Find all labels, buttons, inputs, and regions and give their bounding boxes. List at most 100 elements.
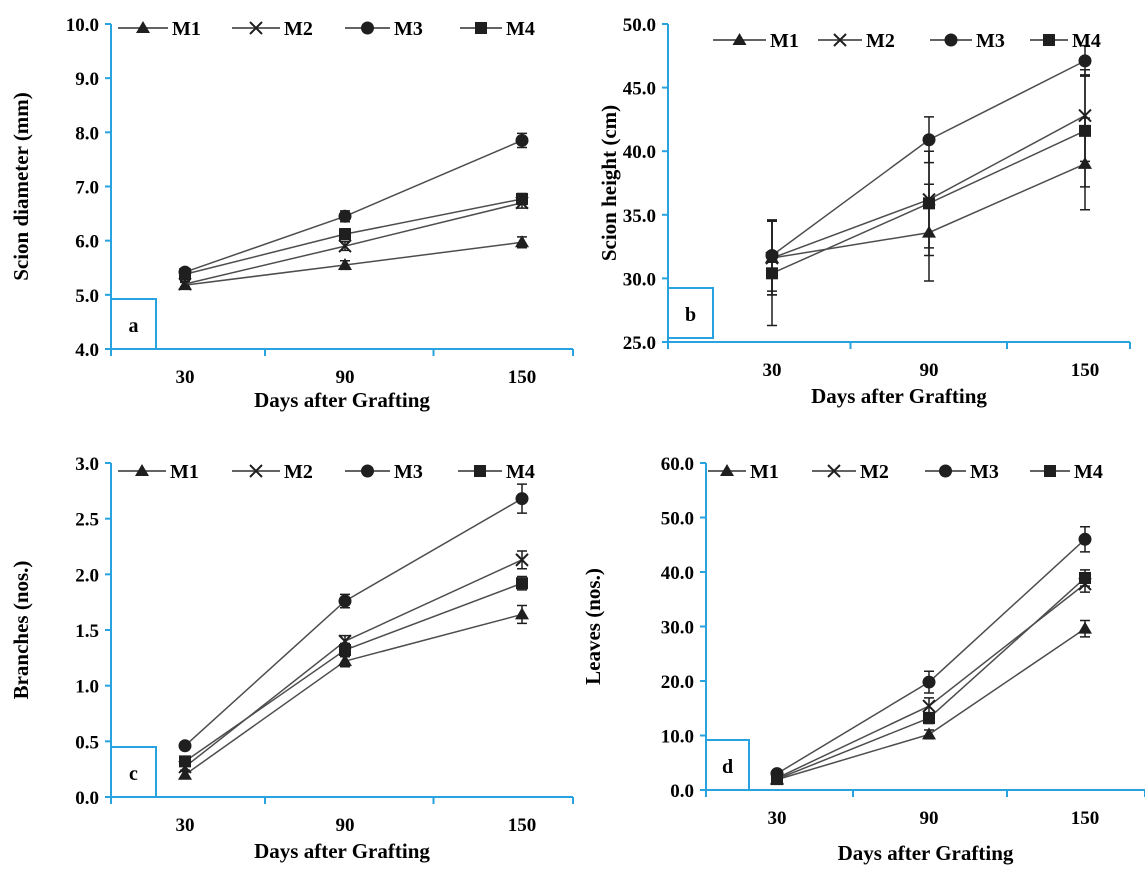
y-tick-label: 20.0 [661, 672, 694, 693]
y-tick-label: 2.0 [75, 565, 99, 586]
legend-marker [361, 21, 374, 35]
panel-a: 4.0 5.0 6.0 7.0 8.0 9.0 10.0 30 90 150 Days after … [9, 15, 574, 412]
data-point [1078, 621, 1092, 634]
data-point [516, 192, 528, 205]
y-tick-label: 1.0 [75, 677, 99, 698]
series-m4: M4 [771, 461, 1103, 786]
x-tick-label: 30 [176, 367, 195, 388]
y-tick-label: 7.0 [75, 178, 99, 199]
legend-label: M4 [1072, 30, 1101, 52]
x-tick-label: 90 [336, 815, 355, 836]
data-point [515, 235, 529, 248]
data-point [1078, 532, 1092, 546]
data-point [922, 133, 936, 147]
legend-label: M3 [394, 18, 423, 40]
x-tick-label: 30 [768, 808, 787, 829]
panel-letter: a [129, 315, 139, 337]
panel-d: 0.0 10.0 20.0 30.0 40.0 50.0 60.0 30 90 150 Days a… [581, 454, 1145, 865]
y-tick-label: 45.0 [623, 79, 656, 100]
panel-letter-box [110, 298, 157, 350]
x-axis-title: Days after Grafting [811, 384, 987, 408]
panel-letter: d [722, 756, 733, 778]
series-m4: M4 [179, 18, 535, 281]
legend-marker [475, 22, 487, 34]
y-axis-title: Scion diameter (mm) [9, 92, 33, 281]
legend-label: M3 [976, 30, 1005, 52]
data-point [922, 699, 936, 713]
x-tick-label: 90 [920, 808, 939, 829]
y-tick-label: 0.5 [75, 732, 99, 753]
legend-label: M2 [284, 461, 313, 483]
panel-letter-box [667, 287, 714, 339]
x-tick-label: 30 [763, 360, 782, 381]
series-m2: M2 [178, 461, 529, 774]
legend-marker [720, 464, 734, 476]
panel-c: 0.0 0.5 1.0 1.5 2.0 2.5 3.0 30 90 150 Days after G… [9, 454, 574, 863]
x-tick-label: 30 [176, 815, 195, 836]
series-line [184, 139, 523, 273]
series-line [184, 613, 523, 776]
y-tick-label: 8.0 [75, 123, 99, 144]
series-line [184, 202, 523, 285]
data-point [923, 197, 935, 210]
x-tick-label: 150 [508, 367, 537, 388]
panel-letter-box [110, 746, 157, 798]
data-point [515, 492, 529, 506]
series-line [184, 559, 523, 768]
y-tick-label: 9.0 [75, 69, 99, 90]
legend-marker [944, 33, 958, 47]
legend-label: M2 [284, 18, 313, 40]
data-point [338, 209, 352, 223]
series-m3: M3 [178, 461, 529, 753]
y-tick-label: 50.0 [623, 15, 656, 36]
y-tick-label: 0.0 [670, 781, 694, 802]
legend-marker [136, 21, 150, 33]
data-point [1078, 54, 1092, 68]
panel-letter-box [705, 739, 750, 791]
data-point [771, 773, 783, 786]
legend-marker [474, 465, 486, 477]
legend-marker [361, 464, 374, 478]
legend-label: M3 [970, 461, 999, 483]
y-axis-title: Leaves (nos.) [581, 568, 605, 685]
data-point [178, 767, 192, 780]
data-point [338, 258, 352, 271]
data-point [922, 727, 936, 740]
y-tick-label: 60.0 [661, 454, 694, 475]
data-point [338, 594, 352, 608]
legend-marker [249, 21, 263, 35]
y-tick-label: 5.0 [75, 286, 99, 307]
y-tick-label: 35.0 [623, 206, 656, 227]
legend-marker [833, 33, 847, 47]
x-tick-label: 90 [920, 360, 939, 381]
y-tick-label: 6.0 [75, 232, 99, 253]
legend-marker [1044, 465, 1056, 477]
legend-label: M2 [866, 30, 895, 52]
data-point [922, 675, 936, 689]
data-point [515, 607, 529, 620]
data-point [339, 228, 351, 241]
x-axis-title: Days after Grafting [254, 839, 430, 863]
y-tick-label: 1.5 [75, 621, 99, 642]
series-m3: M3 [178, 18, 529, 279]
x-axis-title: Days after Grafting [838, 841, 1014, 865]
legend-label: M1 [170, 461, 199, 483]
legend-marker [939, 464, 952, 478]
legend-marker [732, 33, 747, 45]
y-tick-label: 25.0 [623, 333, 656, 354]
series-m3: M3 [770, 461, 1092, 781]
y-tick-label: 0.0 [75, 788, 99, 809]
data-point [766, 267, 778, 280]
y-tick-label: 10.0 [661, 727, 694, 748]
y-tick-label: 40.0 [623, 142, 656, 163]
y-tick-label: 30.0 [661, 618, 694, 639]
legend-label: M2 [860, 461, 889, 483]
series-m4: M4 [766, 30, 1101, 327]
panel-letter: c [129, 763, 138, 785]
legend-label: M4 [506, 18, 535, 40]
legend-marker [135, 464, 149, 476]
data-point [179, 268, 191, 281]
legend-marker [1043, 34, 1055, 46]
series-line [184, 497, 523, 747]
